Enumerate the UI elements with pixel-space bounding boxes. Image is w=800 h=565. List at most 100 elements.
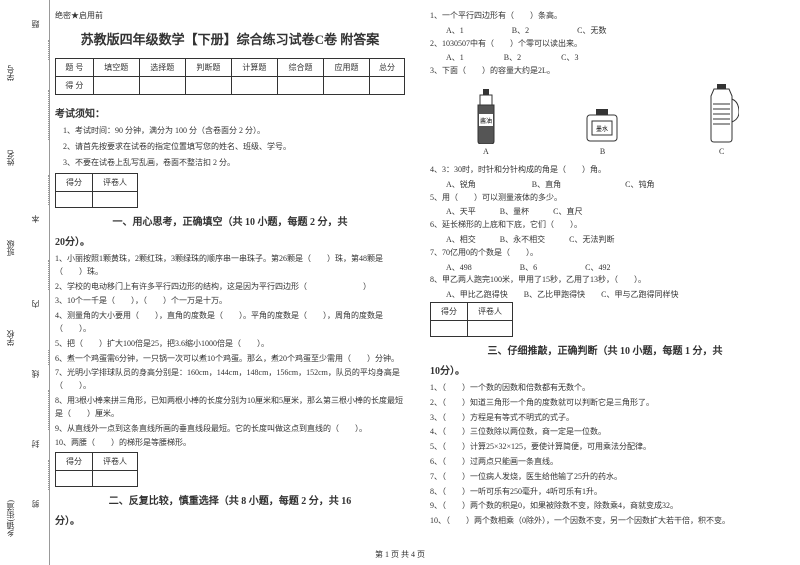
scorer-table-1: 得分评卷人 [55, 173, 138, 208]
q2-3: 3、下面（ ）的容量大约是2L。 [430, 65, 780, 78]
page-footer: 第 1 页 共 4 页 [0, 549, 800, 560]
q2-1-opt: A、1 B、2 C、无数 [430, 25, 780, 38]
sc2-a: 得分 [56, 453, 93, 471]
q1-10: 10、两腰（ ）的梯形是等腰梯形。 [55, 437, 405, 450]
sc1-b: 评卷人 [93, 174, 138, 192]
margin-name: 姓名 [5, 150, 16, 166]
score-table: 题 号 填空题 选择题 判断题 计算题 综合题 应用题 总分 得 分 [55, 58, 405, 95]
q1-8: 8、用3根小棒来拼三角形，已知两根小棒的长度分别为10厘米和5厘米，那么第三根小… [55, 395, 405, 421]
section2-title: 二、反复比较，慎重选择（共 8 小题，每题 2 分，共 16 [55, 492, 405, 507]
margin-ti: 题 [30, 20, 41, 28]
q2-1: 1、一个平行四边形有（ ）条高。 [430, 10, 780, 23]
margin-class: 班级 [5, 240, 16, 256]
bottle-row: 酱油 A 墨水 B C [430, 86, 780, 156]
q3-2: 2、（ ）知道三角形一个角的度数就可以判断它是三角形了。 [430, 397, 780, 410]
ink-bottle-icon: 墨水 [582, 109, 622, 144]
sc2-c [56, 471, 93, 487]
svg-text:墨水: 墨水 [596, 125, 608, 133]
q1-7: 7、光明小学排球队员的身高分别是：160cm，144cm，148cm，156cm… [55, 367, 405, 393]
q3-1: 1、（ ）一个数的因数和倍数都有无数个。 [430, 382, 780, 395]
q2-6-opt: A、相交 B、永不相交 C、无法判断 [430, 234, 780, 247]
q2-7-opt: A、498 B、6 C、492 [430, 262, 780, 275]
notice-1: 1、考试时间：90 分钟，满分为 100 分（含卷面分 2 分）。 [55, 125, 405, 137]
q2-8: 8、甲乙两人跑完100米，甲用了15秒，乙用了13秒，（ ）。 [430, 274, 780, 287]
exam-title: 苏教版四年级数学【下册】综合练习试卷C卷 附答案 [55, 29, 405, 48]
sc3-b: 评卷人 [468, 302, 513, 320]
q1-3: 3、10个一千是（ ），（ ）个一万是十万。 [55, 295, 405, 308]
section3-cont: 10分）。 [430, 362, 780, 377]
st-b4 [231, 77, 277, 95]
q1-2: 2、学校的电动移门上有许多平行四边形的结构，这是因为平行四边形（ ） [55, 281, 405, 294]
q3-3: 3、（ ）方程是有等式不明式的式子。 [430, 412, 780, 425]
st-b2 [139, 77, 185, 95]
scorer-table-2: 得分评卷人 [55, 452, 138, 487]
st-h7: 总分 [370, 59, 405, 77]
q3-4: 4、（ ）三位数除以两位数，商一定是一位数。 [430, 426, 780, 439]
sc1-d [93, 192, 138, 208]
left-column: 绝密★启用前 苏教版四年级数学【下册】综合练习试卷C卷 附答案 题 号 填空题 … [55, 10, 405, 532]
thermos-icon [704, 84, 739, 144]
st-b7 [370, 77, 405, 95]
st-b6 [324, 77, 370, 95]
margin-feng: 封 [30, 440, 41, 448]
soy-bottle-icon: 酱油 [471, 89, 501, 144]
q2-7: 7、70亿用0的个数是（ ）。 [430, 247, 780, 260]
q1-1: 1、小丽按照1颗黄珠，2颗红珠，3颗绿珠的顺序串一串珠子。第26颗是（ ）珠，第… [55, 253, 405, 279]
label-a: A [483, 147, 489, 156]
margin-ben: 本 [30, 215, 41, 223]
q3-7: 7、（ ）一位病人发烧，医生给他输了25升的药水。 [430, 471, 780, 484]
st-score: 得 分 [56, 77, 94, 95]
q2-2-opt: A、1 B、2 C、3 [430, 52, 780, 65]
label-b: B [600, 147, 605, 156]
svg-text:酱油: 酱油 [480, 117, 492, 125]
sc3-d [468, 320, 513, 336]
notice-2: 2、请首先按要求在试卷的指定位置填写您的姓名、班级、学号。 [55, 141, 405, 153]
sc3-c [431, 320, 468, 336]
q1-5: 5、把（ ）扩大100倍是25，把3.6缩小1000倍是（ ）。 [55, 338, 405, 351]
notice-title: 考试须知： [55, 105, 405, 120]
right-column: 1、一个平行四边形有（ ）条高。 A、1 B、2 C、无数 2、1030507中… [430, 10, 780, 532]
section1-cont: 20分）。 [55, 233, 405, 248]
margin-cut: 剪 [30, 500, 41, 508]
q2-8-opt: A、甲比乙跑得快 B、乙比甲跑得快 C、甲与乙跑得同样快 [430, 289, 780, 302]
margin-school: 学校 [5, 330, 16, 346]
q3-6: 6、（ ）过两点只能画一条直线。 [430, 456, 780, 469]
st-h0: 题 号 [56, 59, 94, 77]
q2-5: 5、用（ ）可以测量液体的多少。 [430, 192, 780, 205]
st-h5: 综合题 [277, 59, 323, 77]
sc2-b: 评卷人 [93, 453, 138, 471]
q2-5-opt: A、天平 B、量杯 C、直尺 [430, 206, 780, 219]
sc1-a: 得分 [56, 174, 93, 192]
q1-4: 4、测量角的大小要用（ ），直角的度数是（ ）。平角的度数是（ ），周角的度数是… [55, 310, 405, 336]
margin-township: 乡镇(街道) [5, 500, 16, 537]
st-h4: 计算题 [231, 59, 277, 77]
q1-6: 6、煮一个鸡蛋需6分钟，一只锅一次可以煮10个鸡蛋。那么，煮20个鸡蛋至少需用（… [55, 353, 405, 366]
label-c: C [719, 147, 724, 156]
q3-8: 8、（ ）一听可乐有250毫升，4听可乐有1升。 [430, 486, 780, 499]
section2-cont: 分）。 [55, 512, 405, 527]
q3-10: 10、（ ）两个数相乘（0除外），一个因数不变，另一个因数扩大若干倍，积不变。 [430, 515, 780, 528]
section1-title: 一、用心思考，正确填空（共 10 小题，每题 2 分，共 [55, 213, 405, 228]
q3-5: 5、（ ）计算25×32×125，要使计算简便，可用乘法分配律。 [430, 441, 780, 454]
st-h1: 填空题 [93, 59, 139, 77]
st-h2: 选择题 [139, 59, 185, 77]
st-b5 [277, 77, 323, 95]
st-b1 [93, 77, 139, 95]
scorer-table-3: 得分评卷人 [430, 302, 513, 337]
sc1-c [56, 192, 93, 208]
st-h3: 判断题 [185, 59, 231, 77]
q2-6: 6、延长梯形的上底和下底，它们（ ）。 [430, 219, 780, 232]
margin-nei: 内 [30, 300, 41, 308]
notice-3: 3、不要在试卷上乱写乱画，卷面不整洁扣 2 分。 [55, 157, 405, 169]
q3-9: 9、（ ）两个数的积是0，如果被除数不变，除数乘4，商就变成32。 [430, 500, 780, 513]
margin-xian: 线 [30, 370, 41, 378]
sc3-a: 得分 [431, 302, 468, 320]
confidential-label: 绝密★启用前 [55, 10, 405, 21]
st-h6: 应用题 [324, 59, 370, 77]
q2-2: 2、1030507中有（ ）个零可以读出来。 [430, 38, 780, 51]
section3-title: 三、仔细推敲，正确判断（共 10 小题，每题 1 分，共 [430, 342, 780, 357]
q1-9: 9、从直线外一点到这条直线所画的垂直线段最短。它的长度叫做这点到直线的（ ）。 [55, 423, 405, 436]
margin-number: 学号 [5, 65, 16, 81]
sc2-d [93, 471, 138, 487]
st-b3 [185, 77, 231, 95]
